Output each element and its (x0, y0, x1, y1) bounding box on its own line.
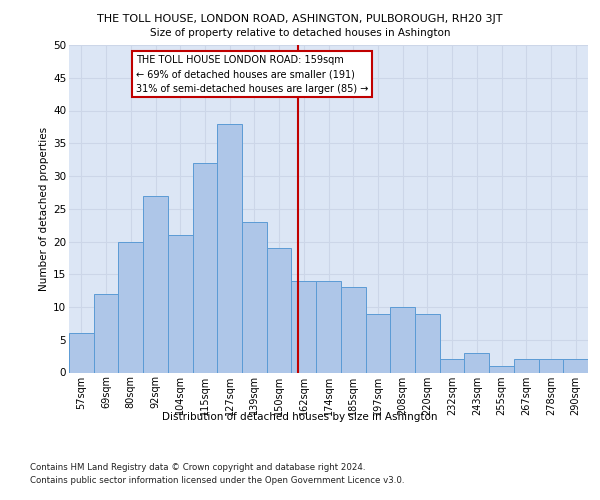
Text: Contains HM Land Registry data © Crown copyright and database right 2024.: Contains HM Land Registry data © Crown c… (30, 462, 365, 471)
Bar (292, 281, 316, 372)
Bar (267, 248, 292, 372)
Bar (539, 360, 563, 372)
Y-axis label: Number of detached properties: Number of detached properties (39, 126, 49, 291)
Bar (464, 353, 489, 372)
Bar (143, 196, 168, 372)
Bar (563, 360, 588, 372)
Bar (69, 333, 94, 372)
Text: THE TOLL HOUSE, LONDON ROAD, ASHINGTON, PULBOROUGH, RH20 3JT: THE TOLL HOUSE, LONDON ROAD, ASHINGTON, … (97, 14, 503, 24)
Bar (118, 242, 143, 372)
Bar (94, 294, 118, 372)
Text: Size of property relative to detached houses in Ashington: Size of property relative to detached ho… (150, 28, 450, 38)
Bar (514, 360, 539, 372)
Text: Contains public sector information licensed under the Open Government Licence v3: Contains public sector information licen… (30, 476, 404, 485)
Bar (217, 124, 242, 372)
Bar (316, 281, 341, 372)
Bar (341, 288, 365, 372)
Bar (440, 360, 464, 372)
Text: THE TOLL HOUSE LONDON ROAD: 159sqm
← 69% of detached houses are smaller (191)
31: THE TOLL HOUSE LONDON ROAD: 159sqm ← 69%… (136, 55, 368, 94)
Text: Distribution of detached houses by size in Ashington: Distribution of detached houses by size … (162, 412, 438, 422)
Bar (489, 366, 514, 372)
Bar (365, 314, 390, 372)
Bar (390, 307, 415, 372)
Bar (193, 163, 217, 372)
Bar (168, 235, 193, 372)
Bar (415, 314, 440, 372)
Bar (242, 222, 267, 372)
